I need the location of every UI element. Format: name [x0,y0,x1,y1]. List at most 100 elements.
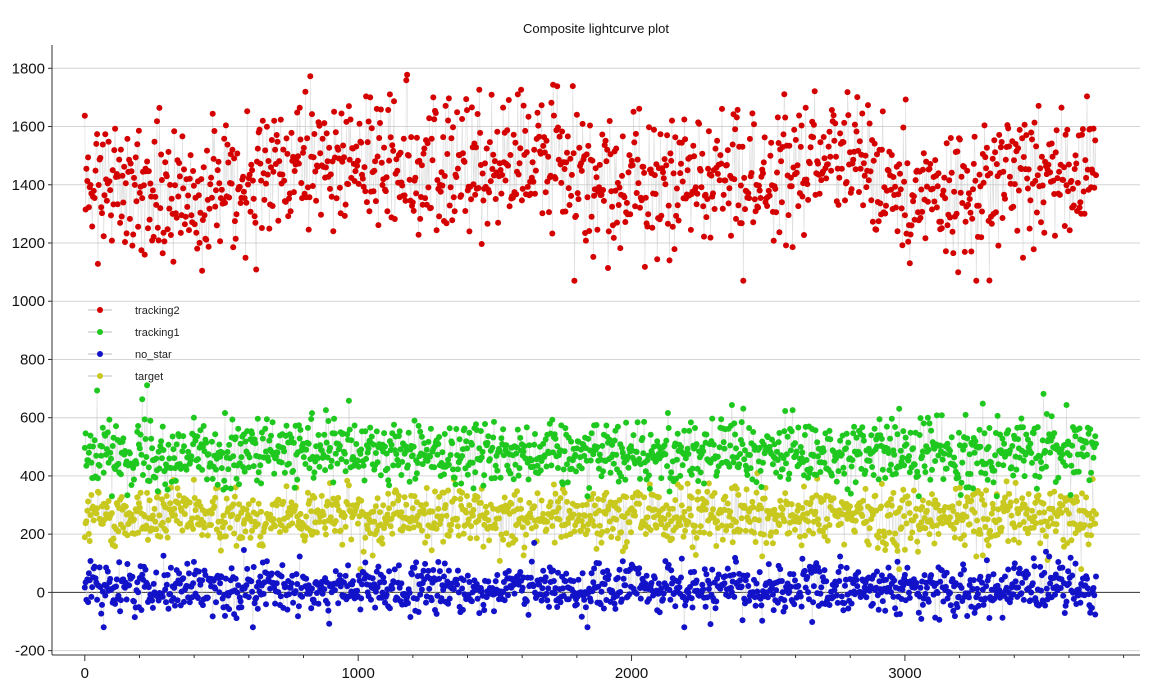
data-point-tracking1 [222,410,228,416]
y-tick-label: 1000 [12,293,45,310]
data-point-target [440,538,447,545]
data-point-tracking2 [490,151,497,158]
data-point-target [236,501,242,508]
data-point-target [863,518,870,525]
data-point-target [760,531,767,538]
data-point-tracking1 [453,426,460,432]
data-point-tracking1 [961,442,968,449]
data-point-tracking1 [919,453,926,460]
data-point-tracking2 [716,177,723,184]
data-point-target [370,508,377,515]
data-point-tracking1 [297,426,304,433]
data-point-tracking1 [947,447,953,454]
data-point-tracking2 [969,215,976,222]
data-point-no_star [863,594,870,601]
data-point-tracking1 [507,470,514,477]
data-point-tracking1 [773,469,780,476]
data-point-tracking2 [247,208,254,215]
data-point-tracking1 [859,424,866,431]
data-point-tracking2 [124,135,131,142]
data-point-tracking2 [176,173,183,180]
data-point-tracking2 [385,107,392,113]
data-point-tracking2 [277,116,284,123]
data-point-tracking1 [964,435,971,442]
data-point-tracking2 [240,173,247,180]
data-point-tracking2 [827,153,834,160]
data-point-tracking1 [1036,473,1043,480]
data-point-tracking2 [563,159,570,166]
data-point-tracking2 [245,181,251,188]
data-point-tracking2 [684,167,691,174]
data-point-tracking1 [721,445,728,452]
data-point-no_star [257,573,264,580]
data-point-tracking1 [365,445,372,452]
data-point-no_star [369,575,376,582]
data-point-tracking2 [92,167,99,174]
data-point-tracking2 [641,263,648,270]
data-point-no_star [1046,553,1053,560]
data-point-tracking1 [485,433,492,440]
data-point-tracking2 [811,88,818,95]
data-point-tracking2 [681,116,688,123]
y-tick-label: 600 [20,410,45,427]
data-point-tracking2 [841,119,848,126]
data-point-target [534,490,541,497]
data-point-no_star [746,597,753,604]
data-point-no_star [180,575,187,582]
data-point-target [726,513,733,520]
data-point-no_star [374,584,381,591]
data-point-tracking2 [290,189,297,196]
data-point-no_star [947,589,953,596]
data-point-tracking1 [902,434,909,441]
data-point-tracking2 [564,133,571,140]
data-point-tracking2 [944,222,951,229]
data-point-tracking2 [387,134,394,141]
data-point-no_star [234,589,241,596]
data-point-target [122,503,129,510]
data-point-target [706,530,713,537]
data-point-tracking2 [258,225,265,231]
data-point-tracking2 [163,173,170,180]
data-point-target [815,521,822,528]
data-point-tracking2 [917,214,924,221]
data-point-target [1023,510,1030,517]
data-point-tracking1 [179,448,186,455]
data-point-tracking2 [145,225,151,232]
data-point-tracking1 [83,462,90,469]
data-point-target [684,480,691,487]
data-point-no_star [268,570,275,577]
data-point-no_star [901,571,908,578]
data-point-no_star [797,593,804,600]
series-tracking1 [81,382,1099,500]
data-point-no_star [480,601,487,608]
data-point-target [388,515,395,522]
data-point-target [263,520,269,527]
data-point-tracking1 [1009,443,1016,449]
data-point-tracking2 [132,154,139,161]
data-point-tracking1 [848,463,855,470]
data-point-no_star [131,598,137,605]
data-point-no_star [445,600,452,607]
data-point-tracking2 [958,173,965,180]
data-point-no_star [284,606,291,613]
data-point-no_star [413,595,420,602]
data-point-tracking2 [981,122,988,129]
data-point-tracking2 [687,226,694,233]
data-point-tracking2 [383,174,390,181]
data-point-tracking2 [531,146,538,153]
data-point-no_star [853,576,860,583]
data-point-tracking2 [717,152,724,159]
data-point-no_star [454,567,461,574]
data-point-tracking1 [862,467,869,474]
data-point-target [190,526,197,532]
data-point-tracking1 [216,441,223,448]
data-point-no_star [517,569,524,575]
data-point-tracking2 [980,179,987,186]
data-point-tracking1 [784,433,791,440]
data-point-tracking2 [590,253,597,260]
data-point-tracking2 [900,124,907,131]
data-point-tracking1 [302,461,309,467]
data-point-tracking1 [585,435,592,442]
data-point-tracking2 [662,181,669,188]
data-point-tracking2 [100,233,107,240]
